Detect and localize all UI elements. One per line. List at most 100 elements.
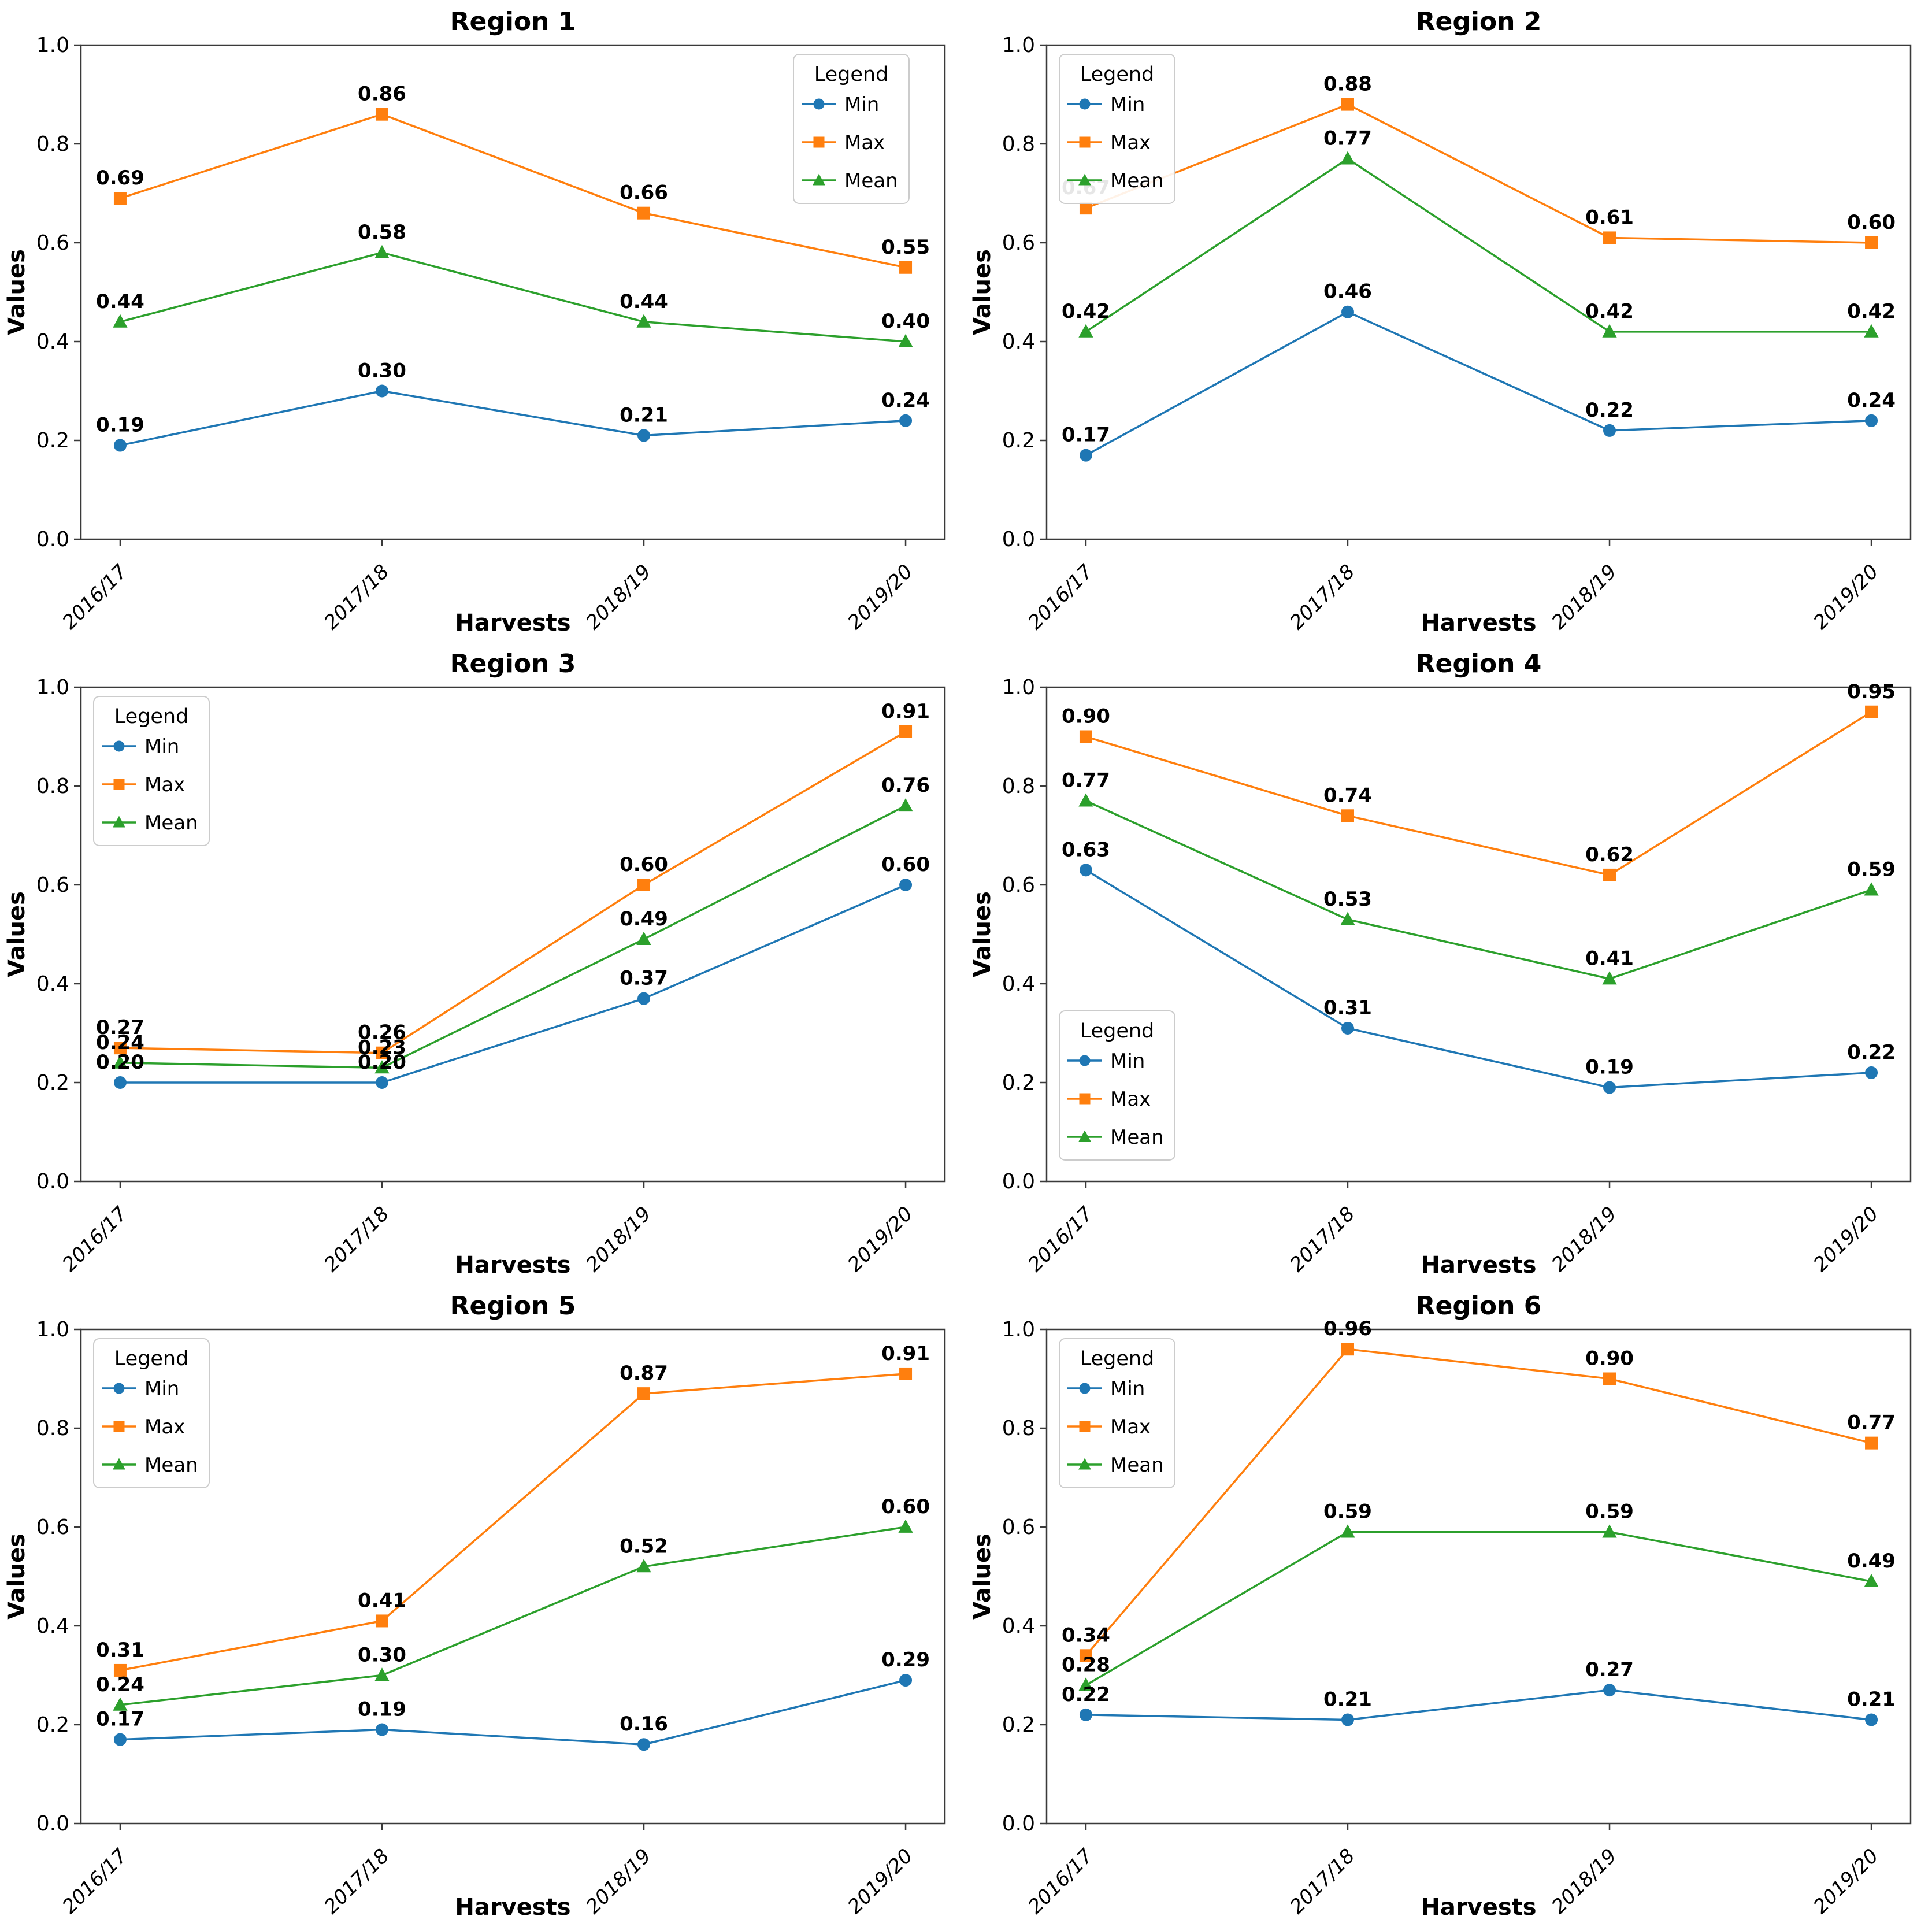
data-label: 0.74 <box>1323 784 1372 807</box>
series-min-marker <box>113 1733 127 1746</box>
data-label: 0.59 <box>1585 1500 1634 1524</box>
y-tick-label: 0.6 <box>36 873 69 897</box>
legend-box <box>93 1338 210 1488</box>
chart-svg: Region 4 Harvests Values 0.0 0.2 0.4 0.6 0.8 1.0… <box>966 642 1931 1284</box>
legend-mean-label: Mean <box>844 169 898 192</box>
legend-min-label: Min <box>144 735 179 758</box>
y-axis-label: Values <box>3 249 30 335</box>
y-tick-label: 1.0 <box>36 676 69 699</box>
series-max-marker <box>899 725 913 738</box>
data-label: 0.59 <box>1847 858 1896 881</box>
legend: Legend Min Max Mean <box>93 696 210 846</box>
series-max-line <box>1085 103 1872 244</box>
series-min-marker <box>1079 449 1092 462</box>
y-tick-label: 0.8 <box>1002 132 1035 156</box>
y-tick-label: 0.6 <box>36 231 69 255</box>
chart-region-3: Region 3 Harvests Values 0.0 0.2 0.4 0.6 0.8 1.0… <box>0 642 966 1284</box>
chart-region-5: Region 5 Harvests Values 0.0 0.2 0.4 0.6 0.8 1.0… <box>0 1284 966 1926</box>
series-max-marker <box>1079 202 1092 215</box>
series-max-marker <box>113 1042 127 1055</box>
legend-max-marker <box>1079 1093 1091 1105</box>
data-label: 0.21 <box>1323 1688 1372 1711</box>
series-min-marker <box>899 414 913 427</box>
series-mean-marker <box>898 333 913 347</box>
y-tick-label: 0.0 <box>36 1170 69 1194</box>
axes-frame <box>80 686 946 1183</box>
data-label: 0.22 <box>1847 1041 1896 1064</box>
series-max-line <box>1085 711 1872 876</box>
legend-mean-marker <box>1078 1130 1091 1142</box>
data-label: 0.28 <box>1062 1654 1110 1677</box>
series-mean-line <box>120 251 906 343</box>
axes-frame <box>1045 1328 1912 1825</box>
legend-min-label: Min <box>144 1377 179 1400</box>
chart-region-2: Region 2 Harvests Values 0.0 0.2 0.4 0.6 0.8 1.0… <box>966 0 1931 642</box>
legend-max-label: Max <box>1110 131 1151 154</box>
x-axis-label: Harvests <box>455 1894 570 1921</box>
series-mean-marker <box>636 314 651 328</box>
series-min-marker <box>1603 424 1616 437</box>
chart-region-1: Region 1 Harvests Values 0.0 0.2 0.4 0.6 0.8 1.0… <box>0 0 966 642</box>
legend-min-label: Min <box>1110 1377 1145 1400</box>
data-label: 0.41 <box>358 1589 406 1612</box>
series-min-marker <box>375 384 388 398</box>
series-min-marker <box>1079 864 1092 877</box>
legend-mean-label: Mean <box>144 1454 198 1477</box>
y-tick-label: 0.8 <box>36 774 69 798</box>
legend: Legend Min Max Mean <box>1059 54 1175 204</box>
chart-svg: Region 5 Harvests Values 0.0 0.2 0.4 0.6 0.8 1.0… <box>0 1284 966 1926</box>
series-min-marker <box>899 1674 913 1687</box>
series-max-marker <box>1079 1649 1092 1662</box>
y-tick-label: 0.6 <box>36 1515 69 1539</box>
data-label: 0.60 <box>881 853 930 876</box>
y-tick-label: 0.4 <box>1002 972 1035 996</box>
series-max-line <box>120 1373 906 1672</box>
chart-region-4: Region 4 Harvests Values 0.0 0.2 0.4 0.6 0.8 1.0… <box>966 642 1931 1284</box>
series-mean-line <box>1085 800 1872 980</box>
series-max-line <box>120 731 906 1054</box>
data-label: 0.29 <box>881 1648 930 1672</box>
series-mean-marker <box>636 1559 651 1573</box>
data-label: 0.17 <box>1062 424 1110 447</box>
legend-min-marker <box>113 1383 125 1394</box>
series-min-marker <box>637 992 651 1005</box>
series-mean-marker <box>1340 911 1355 925</box>
data-label: 0.26 <box>358 1021 406 1044</box>
series-min-line <box>1085 310 1872 457</box>
series-mean-marker <box>374 1667 390 1681</box>
series-min-marker <box>1603 1684 1616 1697</box>
axes-frame <box>80 44 946 540</box>
series-min-marker <box>637 429 651 442</box>
y-tick-label: 0.0 <box>36 528 69 551</box>
series-mean-marker <box>1078 793 1093 807</box>
data-label: 0.42 <box>1847 300 1896 323</box>
chart-title: Region 6 <box>1416 1291 1542 1321</box>
y-tick-label: 1.0 <box>1002 1318 1035 1342</box>
data-label: 0.23 <box>358 1036 406 1059</box>
x-axis-label: Harvests <box>455 610 570 636</box>
series-max-marker <box>637 1387 651 1400</box>
y-tick-label: 0.6 <box>1002 873 1035 897</box>
legend: Legend Min Max Mean <box>793 54 910 204</box>
x-axis-label: Harvests <box>1421 1252 1536 1279</box>
series-min-marker <box>1603 1081 1616 1094</box>
series-max-marker <box>1865 236 1878 249</box>
data-label: 0.46 <box>1323 280 1372 303</box>
data-label: 0.30 <box>358 1644 406 1667</box>
legend-mean-label: Mean <box>144 811 198 835</box>
legend-min-label: Min <box>1110 93 1145 116</box>
data-label: 0.19 <box>96 414 144 437</box>
series-mean-marker <box>636 931 651 945</box>
data-label: 0.20 <box>96 1051 144 1074</box>
series-max-marker <box>113 192 127 205</box>
series-mean-marker <box>113 1055 128 1069</box>
series-mean-marker <box>1864 882 1879 896</box>
data-label: 0.24 <box>881 389 930 412</box>
data-label: 0.41 <box>1585 947 1634 970</box>
series-max-marker <box>1341 1343 1354 1356</box>
chart-background <box>966 642 1931 1284</box>
data-label: 0.60 <box>1847 211 1896 234</box>
data-label: 0.49 <box>620 907 668 931</box>
legend-mean-marker <box>113 1458 125 1470</box>
